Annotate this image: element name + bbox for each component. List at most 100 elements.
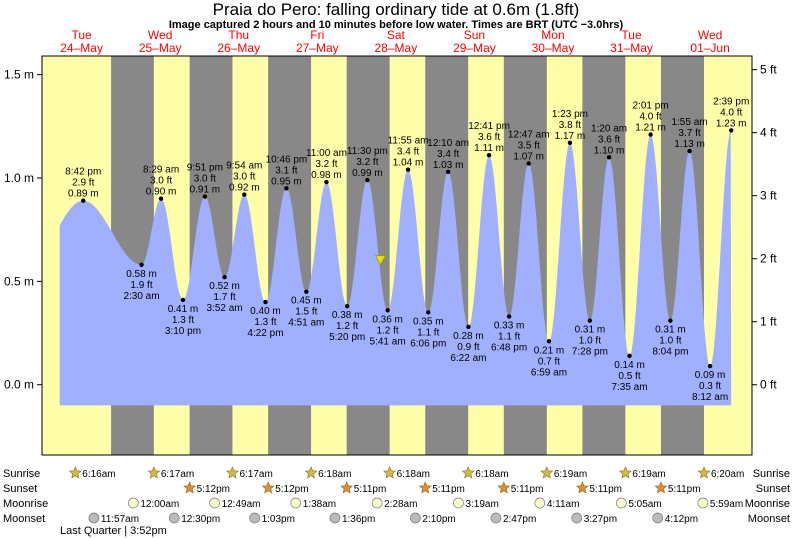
tide-time: 6:22 am bbox=[450, 353, 486, 364]
y-tick-label-left: 0.5 m bbox=[4, 274, 34, 288]
moonrise-icon bbox=[127, 497, 139, 509]
tide-height-m: 1.11 m bbox=[474, 143, 504, 154]
tide-height-m: 0.35 m bbox=[413, 316, 444, 327]
sunset-time: 5:11pm bbox=[668, 484, 701, 495]
tide-height-ft: 1.1 ft bbox=[498, 331, 520, 342]
tide-point bbox=[606, 155, 612, 160]
tide-height-ft: 3.2 ft bbox=[315, 159, 337, 170]
sunset-icon bbox=[497, 481, 511, 494]
y-tick-label-right: 1 ft bbox=[760, 315, 777, 329]
moonrise-icon bbox=[371, 497, 383, 509]
sunset-icon bbox=[418, 481, 432, 494]
tide-height-ft: 0.3 ft bbox=[699, 381, 721, 392]
sunset-icon bbox=[183, 481, 197, 494]
y-tick-label-left: 1.5 m bbox=[4, 68, 34, 82]
tide-point bbox=[567, 140, 573, 146]
tide-point bbox=[506, 314, 512, 319]
tide-height-m: 0.31 m bbox=[655, 325, 686, 336]
moonrise-icon bbox=[453, 497, 464, 509]
tide-point bbox=[81, 198, 86, 203]
tide-height-ft: 3.4 ft bbox=[397, 147, 419, 158]
tide-point bbox=[648, 132, 653, 137]
tide-height-ft: 1.5 ft bbox=[295, 307, 317, 318]
tide-height-ft: 1.3 ft bbox=[172, 315, 194, 326]
tide-point bbox=[668, 318, 673, 323]
tide-point bbox=[139, 262, 144, 268]
tide-height-m: 0.52 m bbox=[209, 281, 240, 292]
tide-time: 6:06 pm bbox=[410, 338, 446, 349]
sunrise-icon bbox=[697, 466, 711, 479]
sunrise-icon bbox=[383, 466, 397, 479]
tide-height-m: 0.92 m bbox=[229, 183, 260, 194]
day-name: Sat bbox=[387, 28, 406, 42]
sunrise-icon bbox=[147, 466, 161, 479]
tide-point bbox=[263, 299, 268, 305]
sunrise-time: 6:19am bbox=[632, 469, 665, 480]
tide-height-ft: 1.0 ft bbox=[659, 336, 681, 347]
sunrise-icon bbox=[304, 466, 318, 479]
tide-height-ft: 3.6 ft bbox=[598, 134, 620, 145]
day-name: Sun bbox=[464, 28, 485, 42]
tide-height-m: 0.90 m bbox=[146, 187, 177, 198]
sunset-time: 5:12pm bbox=[275, 484, 308, 495]
tide-point bbox=[587, 318, 593, 323]
tide-time: 1:23 pm bbox=[552, 109, 588, 120]
moonrise-time: 12:00am bbox=[140, 499, 179, 510]
tide-height-ft: 2.9 ft bbox=[72, 178, 94, 189]
sunset-time: 5:11pm bbox=[511, 484, 544, 495]
tide-height-m: 0.31 m bbox=[575, 325, 606, 336]
tide-height-ft: 4.0 ft bbox=[639, 112, 661, 123]
tide-time: 4:51 am bbox=[288, 318, 324, 329]
tide-time: 1:55 am bbox=[671, 117, 707, 128]
tide-point bbox=[526, 161, 531, 166]
tide-height-m: 0.14 m bbox=[614, 360, 645, 371]
moonrise-label-left: Moonrise bbox=[3, 498, 48, 510]
sunset-time: 5:11pm bbox=[354, 484, 387, 495]
tide-height-m: 0.89 m bbox=[68, 189, 99, 200]
sunrise-time: 6:18am bbox=[397, 469, 430, 480]
day-labels: Tue24–MayWed25–MayThu26–MayFri27–MaySat2… bbox=[60, 28, 730, 55]
tide-height-m: 1.17 m bbox=[555, 131, 586, 142]
sunset-time: 5:11pm bbox=[589, 484, 622, 495]
tide-time: 3:52 am bbox=[206, 303, 242, 314]
tide-height-m: 0.09 m bbox=[695, 370, 726, 381]
astronomy-rows: Sunrise Sunrise 6:16am 6:17am 6:17am 6:18am 6:… bbox=[3, 466, 790, 525]
sunrise-time: 6:20am bbox=[711, 469, 744, 480]
tide-time: 2:01 pm bbox=[633, 101, 669, 112]
tide-height-ft: 3.0 ft bbox=[150, 176, 172, 187]
tide-height-m: 1.03 m bbox=[433, 160, 464, 171]
moonset-time: 1:36pm bbox=[342, 514, 375, 525]
tide-time: 9:54 am bbox=[226, 161, 262, 172]
sunset-icon bbox=[575, 481, 589, 494]
tide-time: 7:35 am bbox=[611, 382, 647, 393]
tide-time: 6:48 pm bbox=[491, 342, 527, 353]
tide-time: 8:04 pm bbox=[652, 347, 688, 358]
tide-time: 9:51 pm bbox=[187, 163, 223, 174]
tide-height-m: 0.41 m bbox=[168, 304, 199, 315]
tide-height-m: 0.45 m bbox=[291, 296, 322, 307]
tide-height-ft: 3.1 ft bbox=[275, 165, 297, 176]
tide-height-m: 0.40 m bbox=[250, 306, 281, 317]
tide-height-ft: 3.0 ft bbox=[233, 172, 255, 183]
tide-point bbox=[222, 275, 227, 280]
tide-time: 3:10 pm bbox=[165, 326, 201, 337]
moonset-icon bbox=[410, 512, 421, 524]
moonrise-icon bbox=[290, 497, 302, 509]
tide-time: 12:47 am bbox=[508, 130, 550, 141]
tide-point bbox=[324, 179, 329, 185]
y-tick-label-right: 5 ft bbox=[760, 63, 777, 77]
tide-point bbox=[707, 363, 713, 369]
tide-point bbox=[687, 148, 692, 154]
y-tick-label-right: 4 ft bbox=[760, 126, 777, 140]
sunrise-icon bbox=[68, 466, 82, 479]
tide-height-m: 0.99 m bbox=[352, 168, 383, 179]
tide-height-m: 0.33 m bbox=[494, 320, 525, 331]
tide-height-m: 0.58 m bbox=[126, 269, 157, 280]
moonset-label-left: Moonset bbox=[3, 513, 45, 525]
moonset-icon bbox=[329, 512, 341, 524]
tide-time: 10:46 pm bbox=[266, 154, 308, 165]
tide-point bbox=[365, 177, 370, 183]
tide-extreme-labels: 8:42 pm2.9 ft0.89 m 0.58 m1.9 ft2:30 am 8:… bbox=[65, 96, 749, 403]
day-name: Fri bbox=[310, 28, 324, 42]
chart-subtitle: Image captured 2 hours and 10 minutes be… bbox=[169, 19, 624, 31]
